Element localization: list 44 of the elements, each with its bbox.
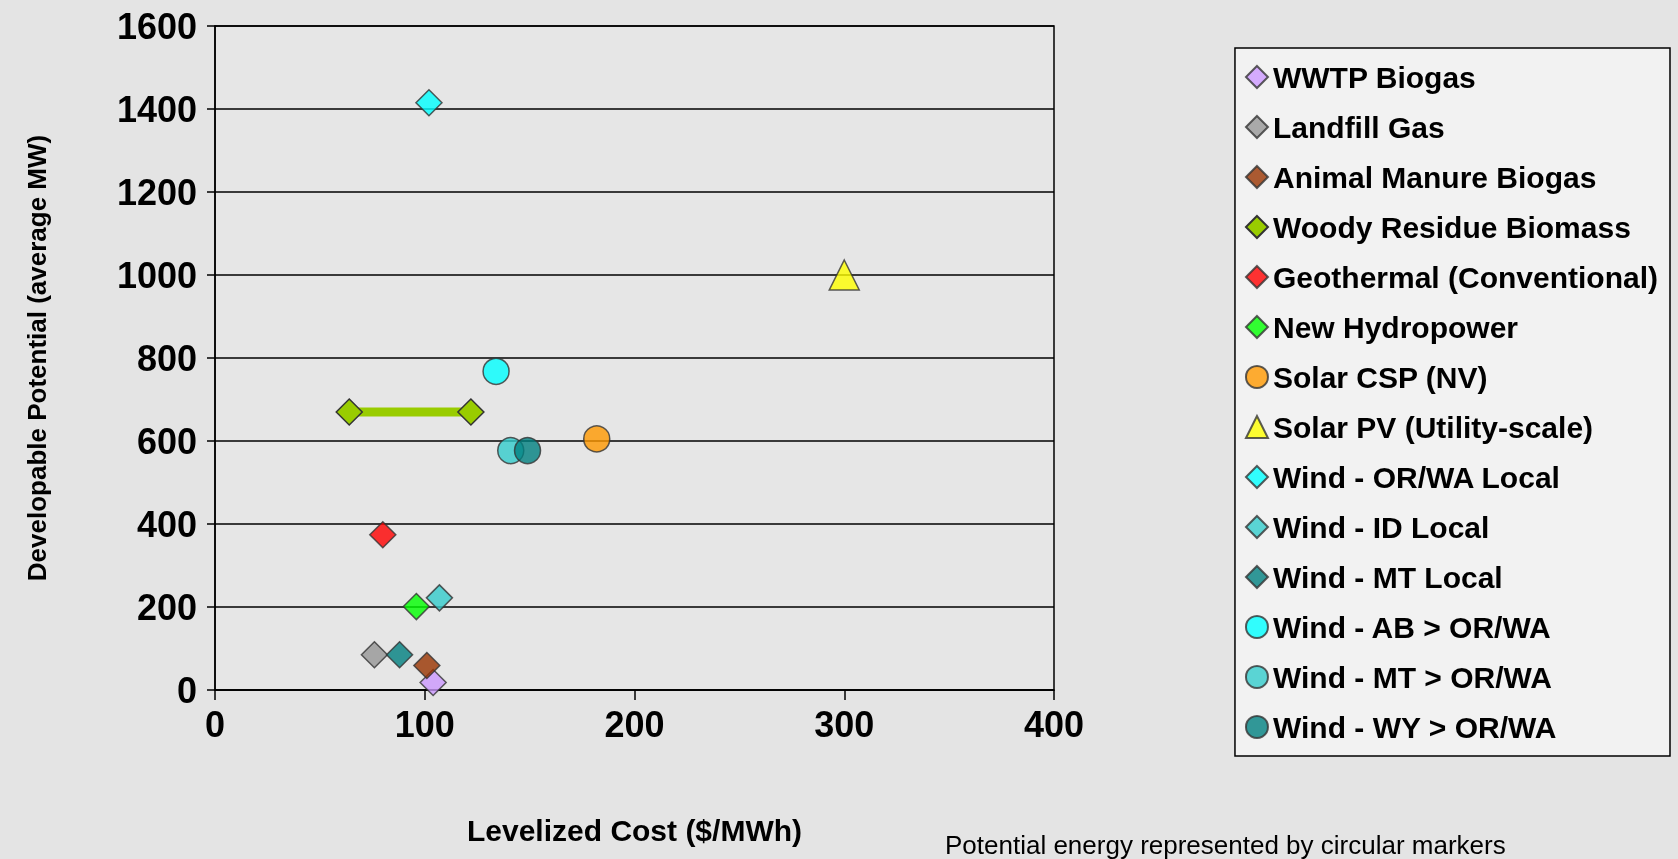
legend-label: WWTP Biogas (1272, 60, 1476, 94)
y-tick-label: 1400 (116, 88, 197, 130)
text: Potential energy represented by circular markers (945, 830, 1506, 859)
x-tick-label: 100 (394, 703, 455, 745)
legend-label: Geothermal (Conventional) (1272, 260, 1659, 294)
legend-label: Wind - OR/WA Local (1272, 460, 1560, 494)
y-tick-label: 1200 (116, 171, 197, 213)
point (402, 592, 431, 621)
point (457, 398, 485, 426)
y-tick-label: 800 (136, 337, 197, 379)
x-axis-title: Levelized Cost ($/MWh) (466, 813, 803, 847)
legend-label: Wind - MT > OR/WA (1272, 660, 1552, 694)
legend-label: Wind - ID Local (1272, 510, 1490, 544)
x-tick-label: 300 (814, 703, 875, 745)
y-tick-label: 400 (136, 503, 197, 545)
legend-label: Animal Manure Biogas (1272, 160, 1597, 194)
point (828, 259, 860, 291)
point (482, 357, 510, 386)
y-tick-label: 200 (136, 586, 197, 628)
point (385, 640, 414, 669)
point (413, 651, 441, 680)
legend-label: Wind - MT Local (1272, 560, 1503, 594)
y-tick-label: 1600 (116, 5, 197, 47)
legend-label: Solar CSP (NV) (1272, 360, 1488, 394)
legend-label: Landfill Gas (1272, 110, 1445, 144)
legend-label: Solar PV (Utility-scale) (1272, 410, 1594, 444)
legend-label: Woody Residue Biomass (1272, 210, 1631, 244)
point (513, 436, 542, 465)
legend-label: Wind - AB > OR/WA (1272, 610, 1551, 644)
point (425, 584, 454, 612)
point (360, 640, 389, 669)
point (415, 89, 443, 117)
point (369, 521, 397, 549)
y-axis-title: Developable Potential (average MW) (22, 134, 52, 582)
legend-label: New Hydropower (1272, 310, 1519, 344)
point (335, 398, 363, 426)
legend-label: Wind - WY > OR/WA (1272, 710, 1557, 744)
y-tick-label: 0 (176, 669, 197, 711)
x-tick-label: 0 (204, 703, 226, 745)
point (583, 425, 611, 453)
x-tick-label: 200 (604, 703, 665, 745)
x-tick-label: 400 (1023, 703, 1085, 745)
y-tick-label: 600 (136, 420, 197, 462)
y-tick-label: 1000 (116, 254, 197, 296)
